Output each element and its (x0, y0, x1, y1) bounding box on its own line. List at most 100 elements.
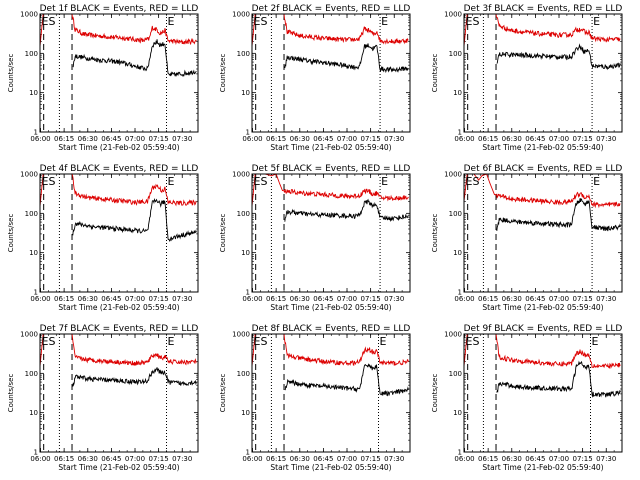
y-axis-label: Counts/sec (7, 374, 15, 413)
x-tick-label: 06:45 (313, 455, 333, 463)
x-tick-label: 07:00 (337, 455, 357, 463)
x-tick-label: 06:15 (266, 295, 286, 303)
x-tick-label: 06:15 (54, 295, 74, 303)
chart-data-area (40, 14, 197, 132)
x-tick-label: 06:00 (454, 295, 474, 303)
y-tick-label: 1000 (20, 171, 38, 179)
x-axis-label: Start Time (21-Feb-02 05:59:40) (482, 143, 603, 152)
y-tick-label: 1 (34, 289, 38, 297)
plot-frame (463, 13, 623, 133)
x-tick-label: 07:30 (384, 295, 404, 303)
event-marker-label: E (592, 335, 599, 348)
x-tick-label: 06:30 (78, 295, 98, 303)
chart-title: Det 2f BLACK = Events, RED = LLD (252, 4, 411, 14)
x-tick-label: 06:30 (290, 295, 310, 303)
event-marker-label: E (380, 335, 387, 348)
x-tick-label: 06:00 (242, 295, 262, 303)
x-tick-label: 07:00 (125, 295, 145, 303)
chart-data-area (40, 174, 197, 292)
event-marker-label: E (593, 15, 600, 28)
event-marker-label: ES (466, 335, 480, 348)
y-tick-label: 10 (453, 409, 462, 417)
y-tick-label: 1000 (20, 331, 38, 339)
x-tick-label: 07:15 (149, 295, 169, 303)
chart-panel-1: Det 1f BLACK = Events, RED = LLD 1 10 100 10… (7, 4, 199, 152)
x-tick-label: 07:30 (596, 295, 616, 303)
y-tick-label: 1000 (232, 11, 250, 19)
event-marker-label: ES (42, 335, 56, 348)
chart-panel-5: Det 5f BLACK = Events, RED = LLD 1 10 100 10… (219, 164, 411, 312)
events-series-line (496, 197, 621, 232)
y-tick-label: 10 (241, 89, 250, 97)
x-tick-label: 06:30 (290, 135, 310, 143)
x-tick-label: 06:45 (101, 135, 121, 143)
y-tick-label: 1000 (232, 171, 250, 179)
event-marker-label: E (381, 175, 388, 188)
chart-title: Det 5f BLACK = Events, RED = LLD (252, 164, 411, 174)
x-axis-label: Start Time (21-Feb-02 05:59:40) (270, 303, 391, 312)
lld-series-line (40, 174, 197, 207)
x-axis-label: Start Time (21-Feb-02 05:59:40) (270, 463, 391, 472)
y-tick-label: 100 (449, 210, 462, 218)
plot-frame (39, 333, 199, 453)
chart-title: Det 9f BLACK = Events, RED = LLD (464, 324, 623, 334)
y-tick-label: 1 (246, 449, 250, 457)
chart-title: Det 8f BLACK = Events, RED = LLD (252, 324, 411, 334)
y-tick-label: 1 (246, 129, 250, 137)
chart-data-area (464, 174, 621, 292)
x-tick-label: 07:15 (573, 455, 593, 463)
x-tick-label: 07:00 (549, 135, 569, 143)
x-tick-label: 07:15 (573, 135, 593, 143)
events-series-line (284, 363, 409, 397)
x-tick-label: 07:30 (384, 455, 404, 463)
chart-data-area (252, 334, 409, 452)
y-axis-label: Counts/sec (219, 54, 227, 93)
x-axis-label: Start Time (21-Feb-02 05:59:40) (482, 303, 603, 312)
lld-series-line (464, 174, 621, 209)
x-tick-label: 07:15 (361, 455, 381, 463)
x-tick-label: 07:00 (549, 295, 569, 303)
x-axis-label: Start Time (21-Feb-02 05:59:40) (58, 463, 179, 472)
x-tick-label: 06:15 (54, 135, 74, 143)
y-tick-label: 10 (453, 249, 462, 257)
x-tick-label: 06:15 (478, 135, 498, 143)
y-tick-label: 100 (25, 50, 38, 58)
event-marker-label: ES (42, 15, 56, 28)
x-tick-label: 07:00 (549, 455, 569, 463)
y-tick-label: 1000 (444, 11, 462, 19)
x-tick-label: 06:45 (313, 295, 333, 303)
chart-panel-9: Det 9f BLACK = Events, RED = LLD 1 10 100 10… (431, 324, 623, 472)
y-tick-label: 1 (458, 129, 462, 137)
chart-panel-8: Det 8f BLACK = Events, RED = LLD 1 10 100 10… (219, 324, 411, 472)
lld-series-line (40, 14, 197, 47)
x-tick-label: 06:15 (266, 455, 286, 463)
x-tick-label: 07:30 (172, 455, 192, 463)
y-tick-label: 1000 (444, 171, 462, 179)
lld-series-line (40, 334, 197, 367)
y-tick-label: 10 (29, 249, 38, 257)
event-marker-label: E (381, 15, 388, 28)
y-tick-label: 10 (29, 89, 38, 97)
x-tick-label: 06:15 (54, 455, 74, 463)
y-tick-label: 10 (241, 409, 250, 417)
x-tick-label: 06:45 (525, 295, 545, 303)
events-series-line (496, 360, 621, 398)
x-tick-label: 07:15 (361, 295, 381, 303)
y-axis-label: Counts/sec (431, 54, 439, 93)
events-series-line (284, 198, 409, 223)
y-tick-label: 10 (29, 409, 38, 417)
chart-panel-7: Det 7f BLACK = Events, RED = LLD 1 10 100 10… (7, 324, 199, 472)
events-series-line (72, 39, 197, 78)
chart-data-area (40, 334, 197, 452)
chart-data-area (252, 174, 409, 292)
x-tick-label: 06:30 (502, 135, 522, 143)
x-axis-label: Start Time (21-Feb-02 05:59:40) (482, 463, 603, 472)
y-tick-label: 1 (34, 449, 38, 457)
chart-data-area (252, 14, 409, 132)
y-axis-label: Counts/sec (7, 214, 15, 253)
y-tick-label: 100 (449, 50, 462, 58)
y-tick-label: 10 (241, 249, 250, 257)
chart-title: Det 4f BLACK = Events, RED = LLD (40, 164, 199, 174)
x-tick-label: 06:00 (242, 135, 262, 143)
x-tick-label: 07:15 (149, 455, 169, 463)
